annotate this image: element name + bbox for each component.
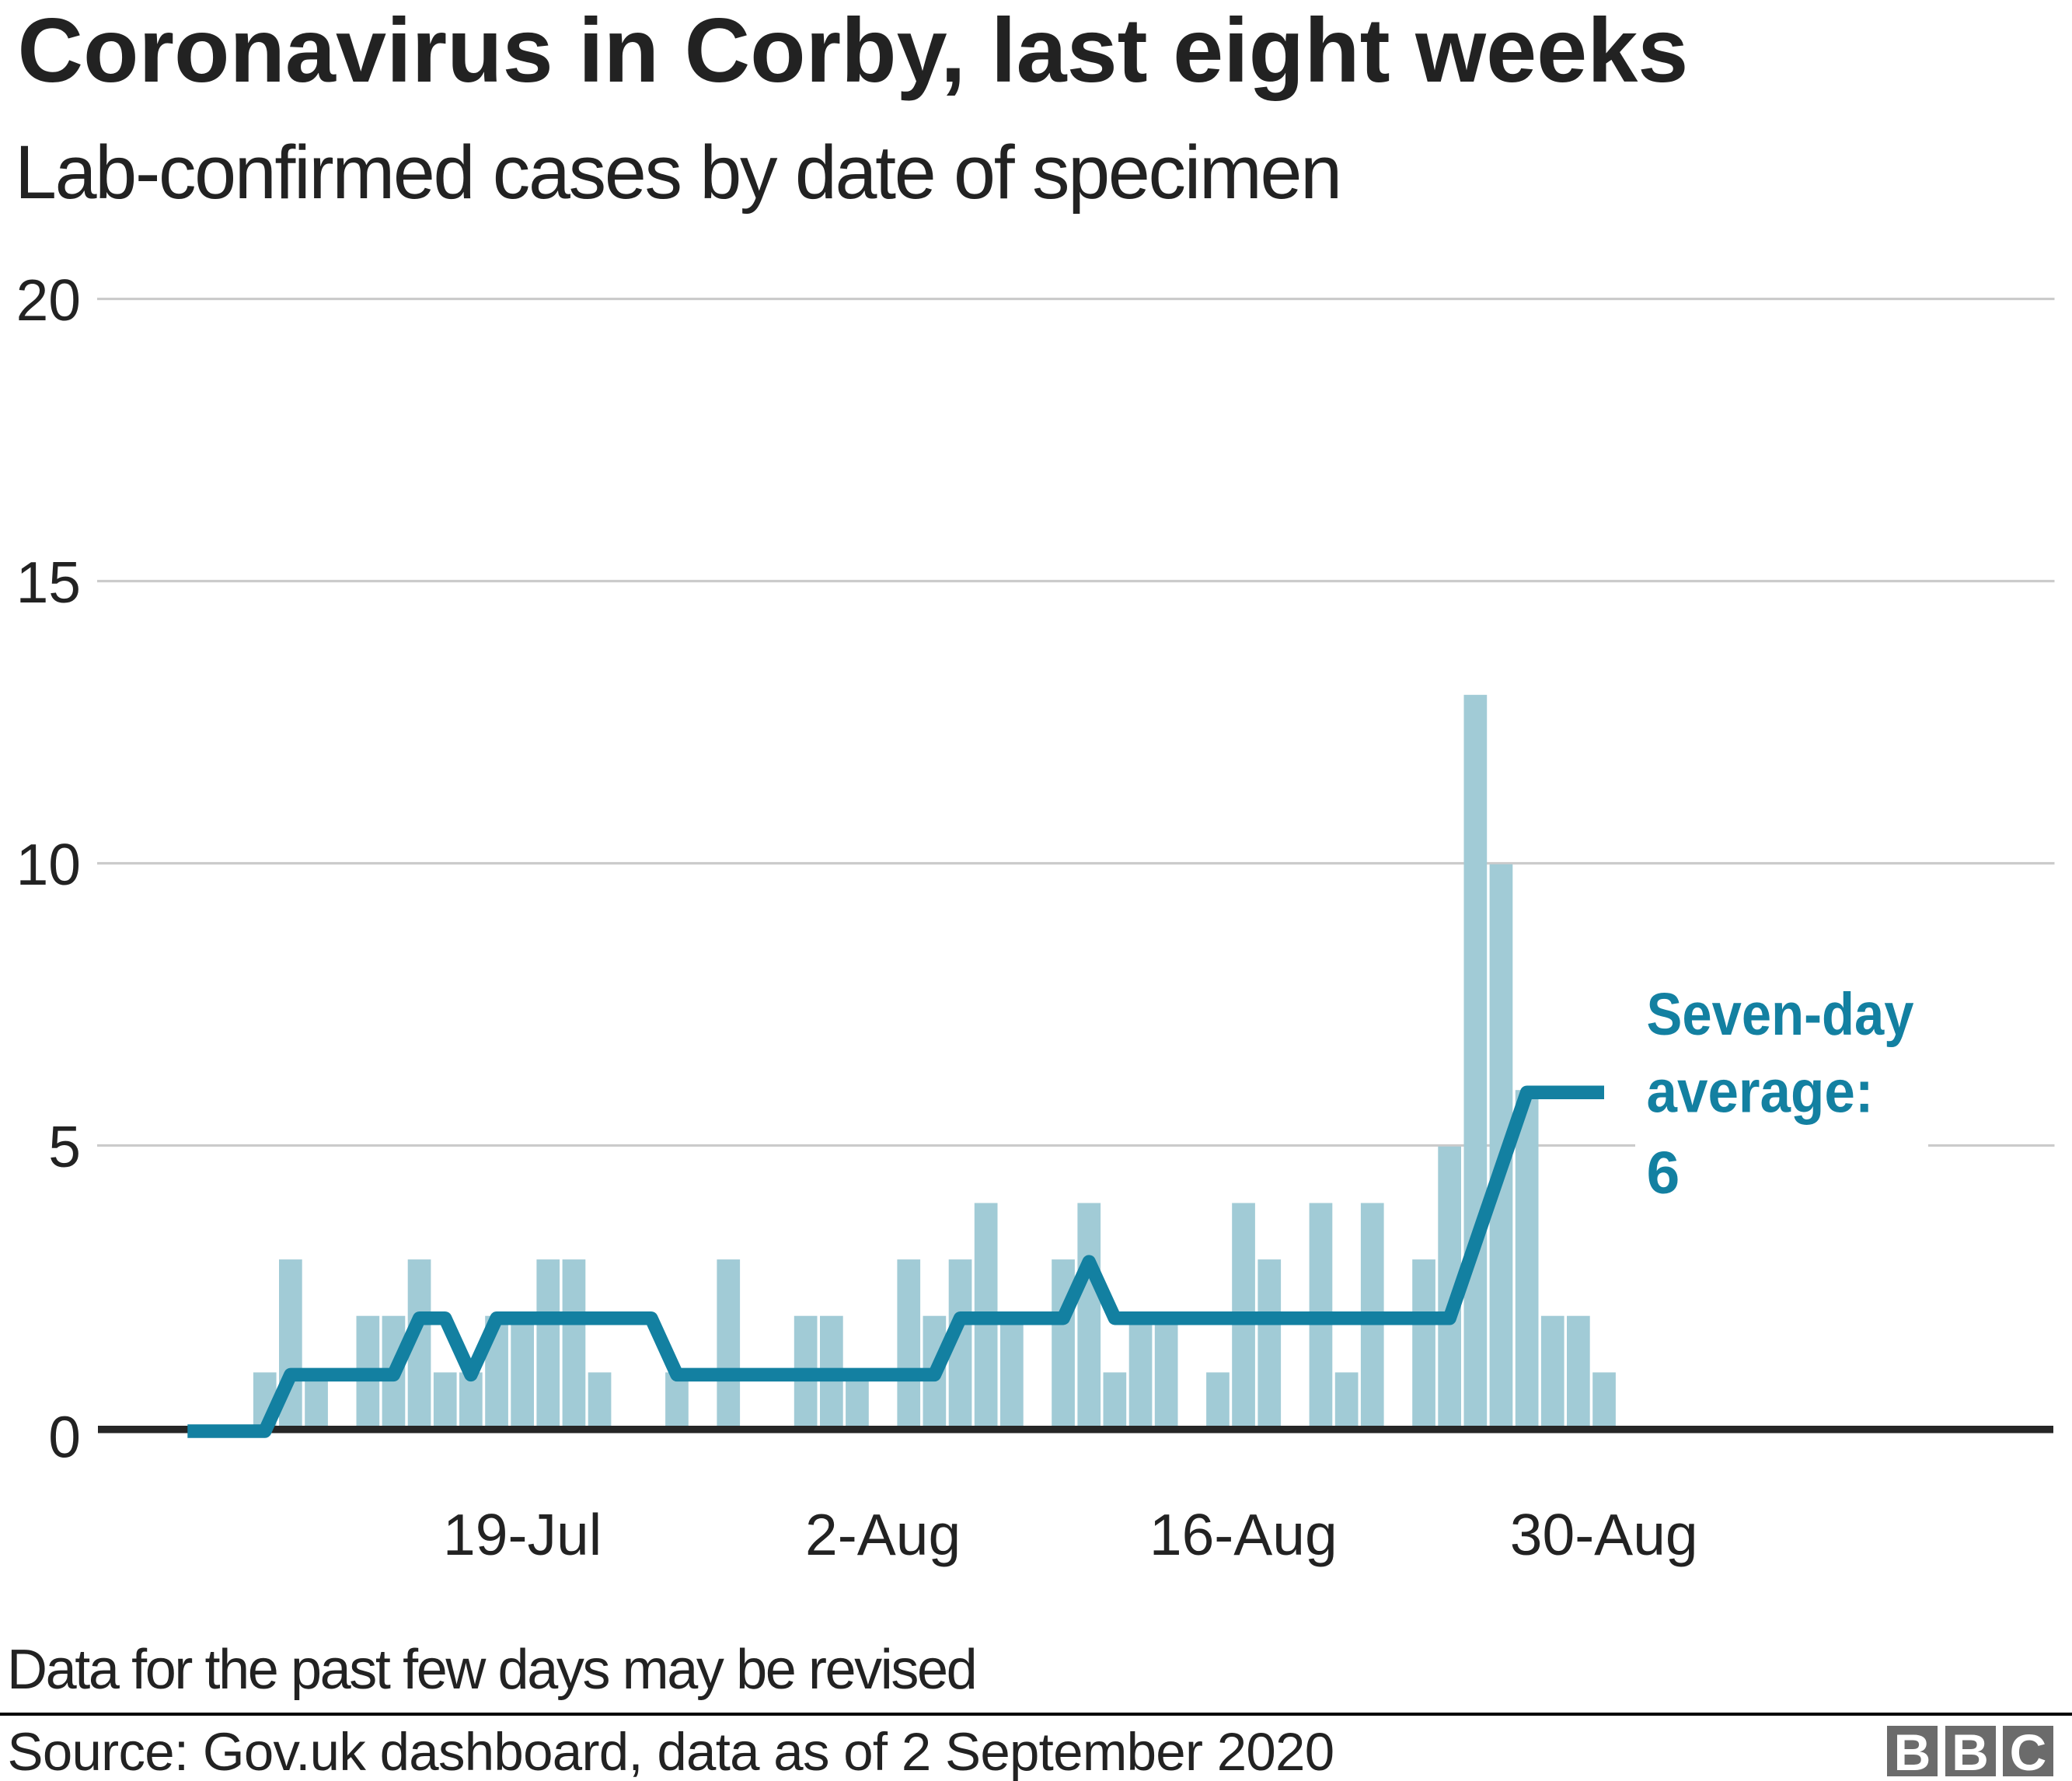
svg-text:6: 6 — [1647, 1140, 1680, 1207]
svg-text:15: 15 — [16, 550, 81, 615]
svg-text:2-Aug: 2-Aug — [805, 1502, 961, 1567]
svg-text:20: 20 — [16, 267, 81, 333]
svg-text:Seven-day: Seven-day — [1647, 981, 1914, 1048]
svg-text:10: 10 — [16, 832, 81, 897]
svg-text:30-Aug: 30-Aug — [1510, 1502, 1698, 1567]
svg-text:average:: average: — [1647, 1059, 1874, 1126]
svg-text:19-Jul: 19-Jul — [443, 1502, 602, 1567]
svg-text:5: 5 — [48, 1114, 81, 1179]
svg-text:16-Aug: 16-Aug — [1149, 1502, 1338, 1567]
svg-text:0: 0 — [48, 1405, 81, 1470]
